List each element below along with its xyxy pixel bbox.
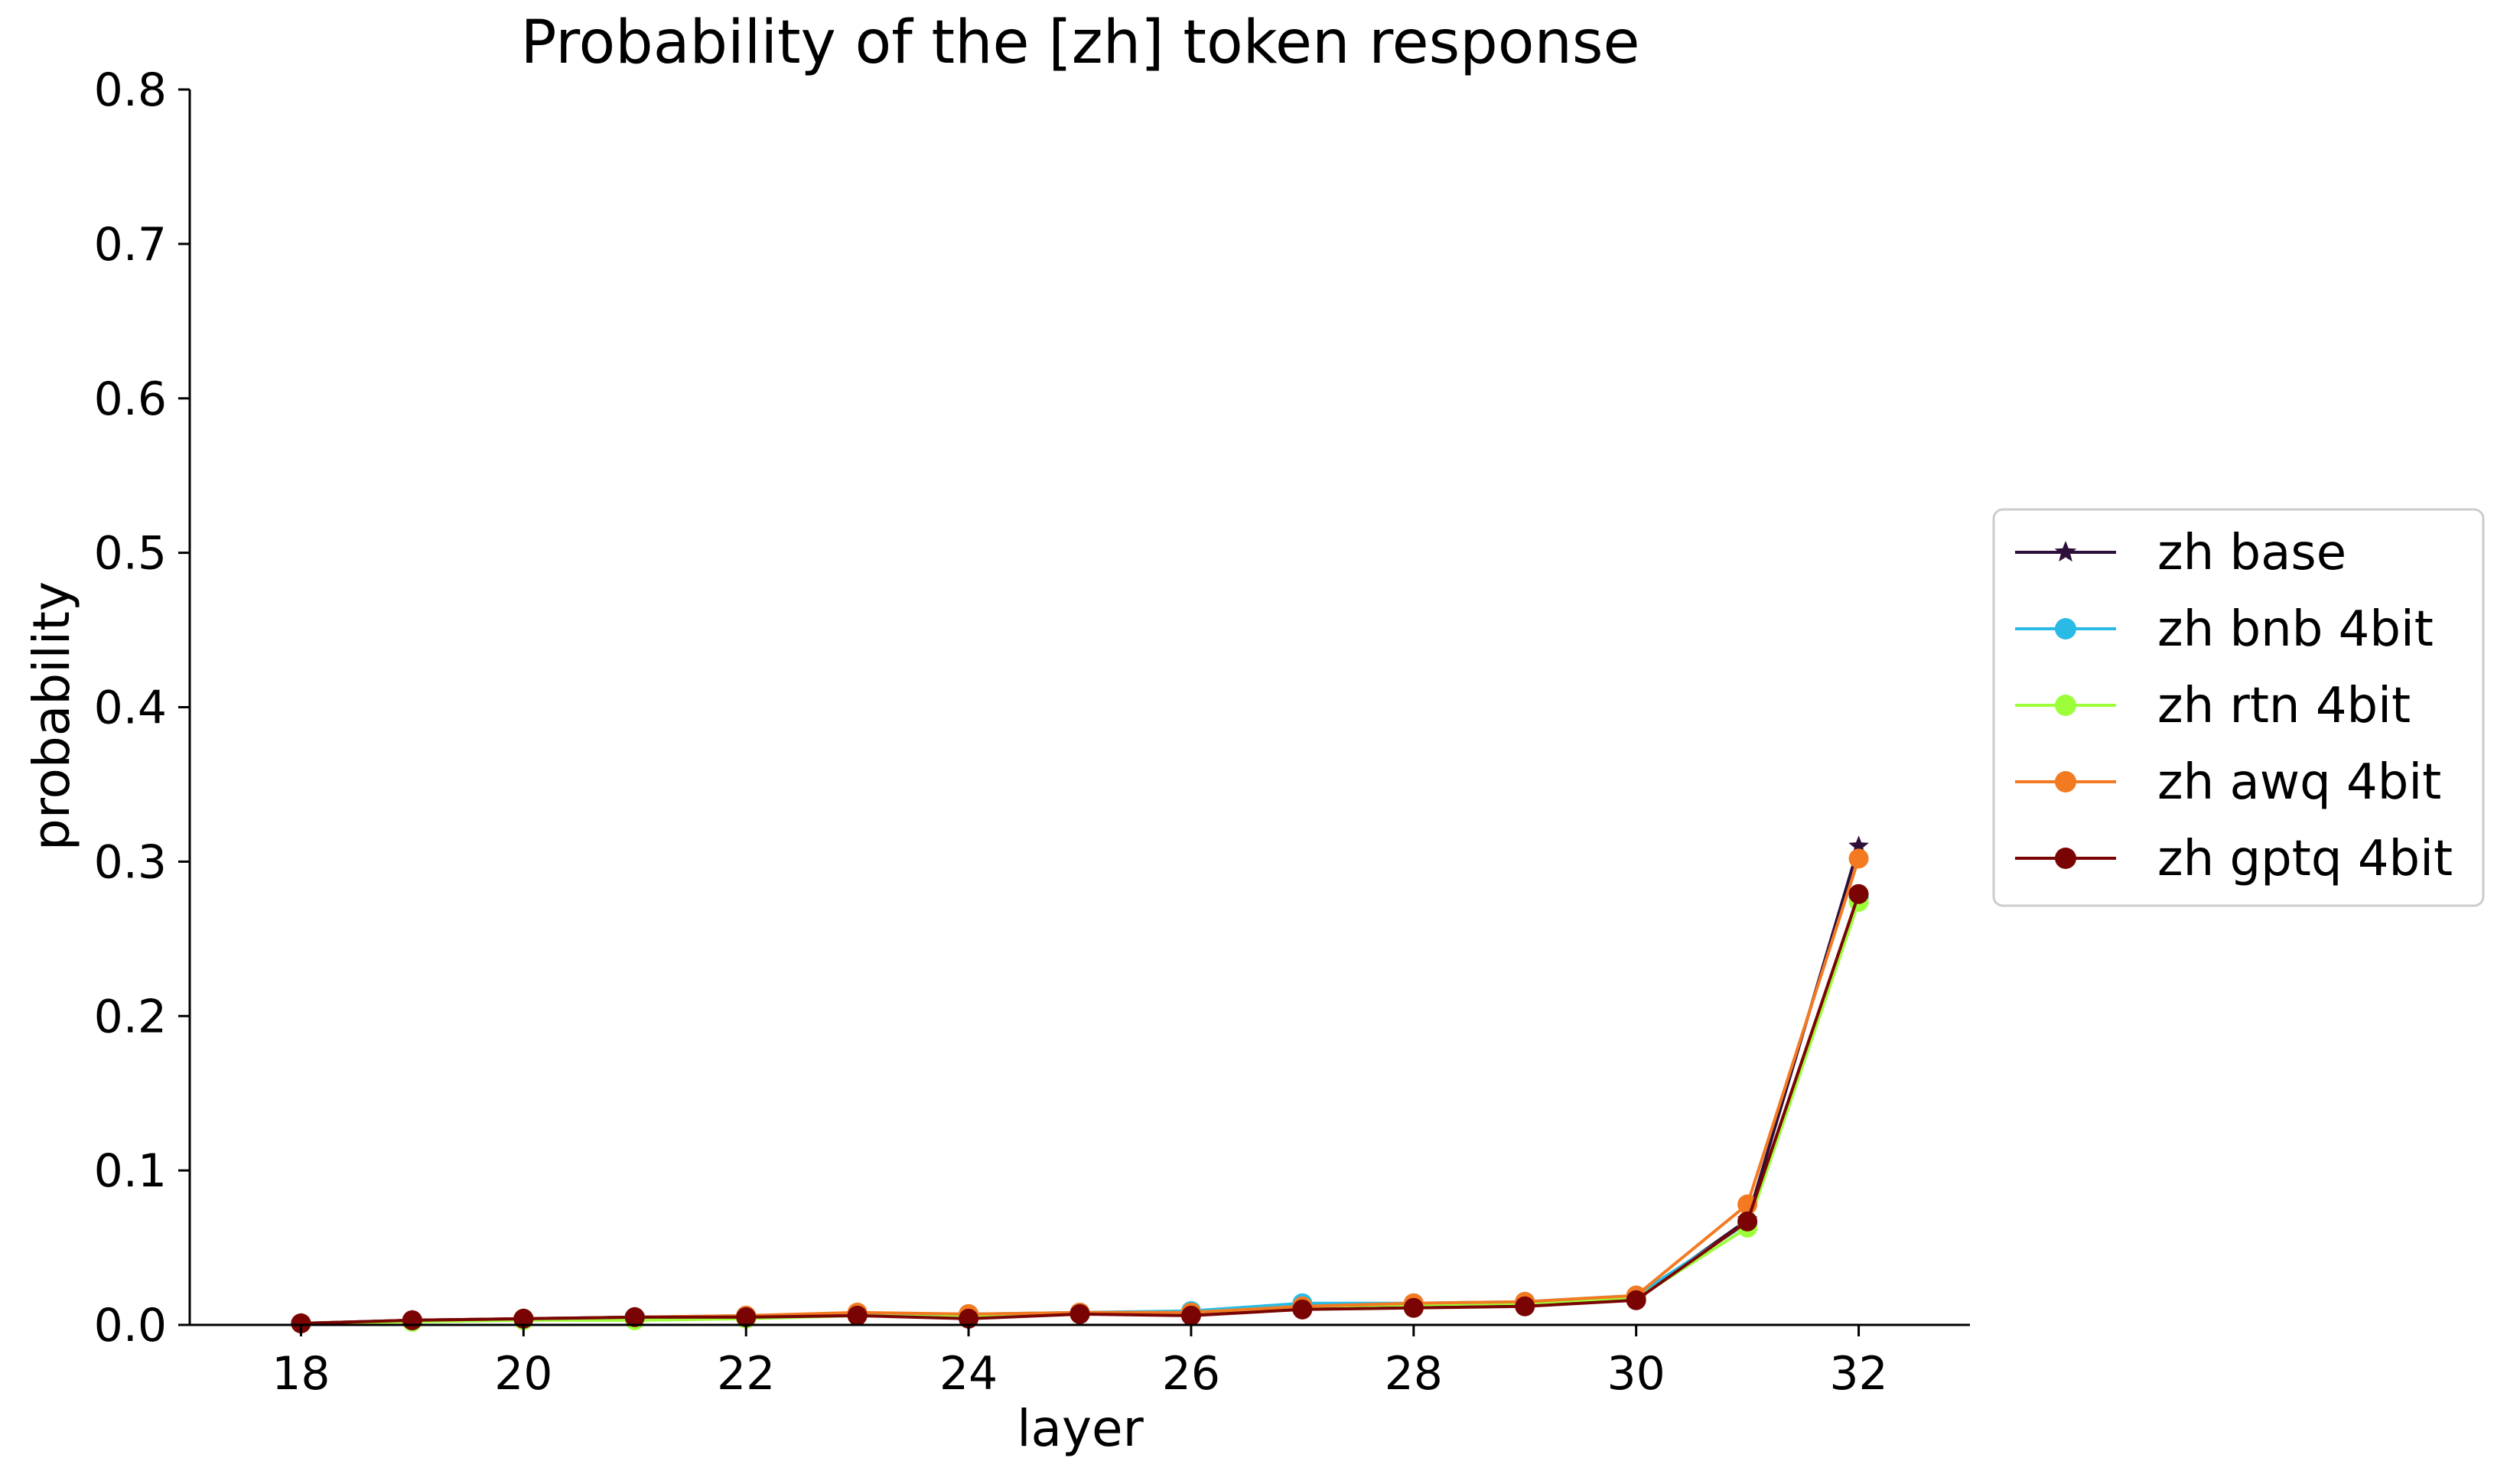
data-point [1626,1290,1646,1310]
y-tick-label: 0.5 [94,527,167,581]
data-point [1180,1305,1201,1326]
legend-marker [2055,618,2076,639]
legend-box [1992,508,2485,907]
plot-area [291,835,1869,1333]
x-tick-label: 32 [1829,1347,1887,1401]
legend-marker [2055,848,2076,869]
y-tick-label: 0.1 [94,1144,167,1198]
legend-label: zh gptq 4bit [2157,831,2453,887]
y-tick-label: 0.6 [94,373,167,426]
legend-label: zh rtn 4bit [2157,678,2411,734]
x-tick-label: 26 [1162,1347,1220,1401]
data-point [291,1313,311,1333]
y-axis-label: probability [22,581,81,851]
data-point [1403,1297,1424,1318]
y-tick-label: 0.4 [94,682,167,735]
legend-item: zh base [2015,525,2346,581]
legend-marker [2055,695,2076,716]
data-point [402,1310,422,1330]
x-tick-label: 28 [1385,1347,1443,1401]
legend-label: zh base [2157,525,2346,581]
data-point [513,1308,534,1329]
data-point [1070,1303,1090,1324]
x-tick-label: 20 [494,1347,552,1401]
legend-marker [2055,771,2076,792]
data-point [736,1307,757,1327]
data-point [1848,884,1869,904]
legend-item: zh gptq 4bit [2015,831,2453,887]
data-point [1292,1299,1313,1320]
x-tick-label: 24 [939,1347,998,1401]
x-tick-label: 30 [1607,1347,1665,1401]
legend-label: zh bnb 4bit [2157,601,2434,658]
legend-marker [2054,541,2077,562]
x-axis: 18 20 22 24 26 28 30 32 [190,1323,1970,1401]
legend-item: zh bnb 4bit [2015,601,2434,658]
data-point [959,1308,979,1329]
x-axis-label: layer [1017,1399,1144,1458]
legend-item: zh rtn 4bit [2015,678,2411,734]
y-tick-label: 0.0 [94,1299,167,1352]
legend: zh base zh bnb 4bit zh rtn 4bit zh awq 4bit… [1992,508,2485,907]
data-point [1737,1211,1758,1232]
series-zh-gptq-4bit [291,884,1869,1333]
y-tick-label: 0.8 [94,63,167,117]
data-point [624,1307,645,1327]
y-tick-label: 0.3 [94,835,167,889]
y-axis: 0.0 0.1 0.2 0.3 0.4 0.5 0.6 0.7 0.8 [94,63,191,1352]
legend-item: zh awq 4bit [2015,754,2441,811]
y-tick-label: 0.2 [94,990,167,1043]
data-point [1848,848,1869,869]
x-tick-label: 22 [717,1347,775,1401]
data-point [1848,835,1869,855]
y-tick-label: 0.7 [94,218,167,272]
data-point [847,1305,868,1326]
data-point [1515,1296,1535,1316]
legend-label: zh awq 4bit [2157,754,2441,811]
x-tick-label: 18 [272,1347,330,1401]
chart-title: Probability of the [zh] token response [520,8,1639,77]
